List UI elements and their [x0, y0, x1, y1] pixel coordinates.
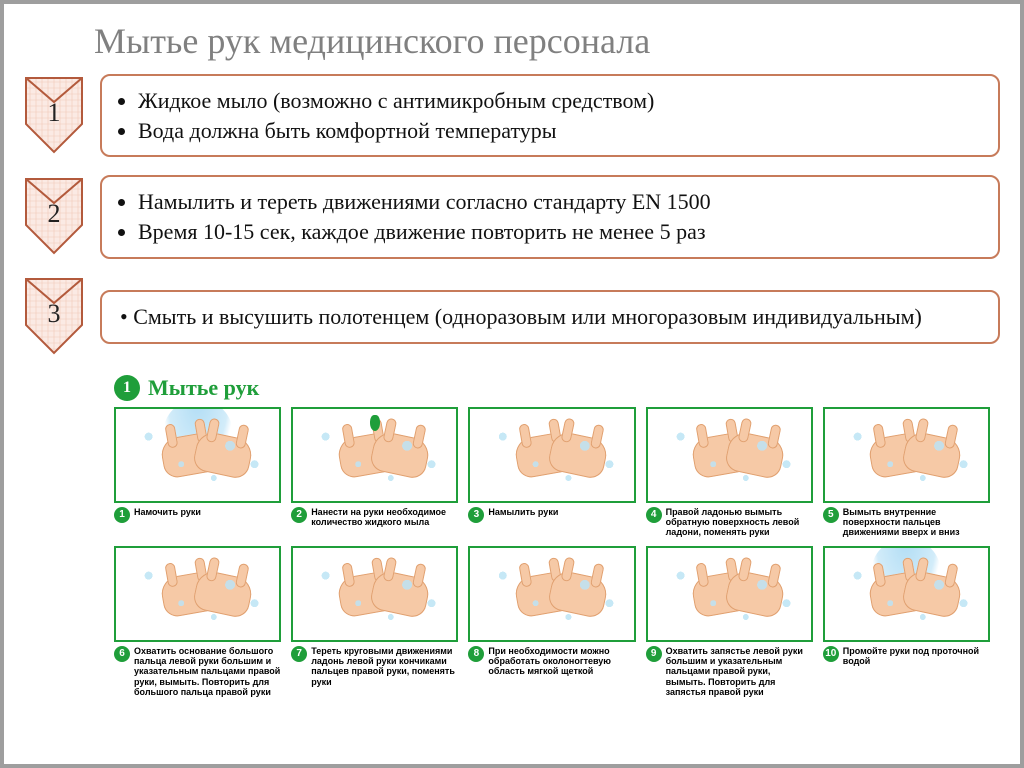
handwash-cell: 3 Намылить руки	[468, 407, 635, 538]
handwash-caption: Правой ладонью вымыть обратную поверхнос…	[666, 507, 813, 538]
handwash-illustration	[114, 407, 281, 503]
handwash-caption-row: 8При необходимости можно обработать окол…	[468, 646, 635, 677]
step-bullet: Жидкое мыло (возможно с антимикробным ср…	[138, 86, 980, 116]
handwash-cell: 9Охватить запястье левой руки большим и …	[646, 546, 813, 698]
handwash-illustration	[114, 546, 281, 642]
handwash-caption-row: 9Охватить запястье левой руки большим и …	[646, 646, 813, 698]
handwash-illustration	[468, 546, 635, 642]
section-label: Мытье рук	[148, 375, 259, 401]
handwash-cell: 8При необходимости можно обработать окол…	[468, 546, 635, 698]
handwash-grid: 1 Намочить руки 2Нанести на руки необходим…	[114, 407, 990, 698]
handwash-step-number: 2	[291, 507, 307, 523]
step-bullet: Намылить и тереть движениями согласно ст…	[138, 187, 980, 217]
handwash-caption-row: 4Правой ладонью вымыть обратную поверхно…	[646, 507, 813, 538]
step-row: 1 Жидкое мыло (возможно с антимикробным с…	[24, 74, 1000, 157]
handwash-cell: 7Тереть круговыми движениями ладонь лево…	[291, 546, 458, 698]
handwash-caption-row: 6Охватить основание большого пальца лево…	[114, 646, 281, 698]
handwash-cell: 4Правой ладонью вымыть обратную поверхно…	[646, 407, 813, 538]
handwash-step-number: 1	[114, 507, 130, 523]
handwash-step-number: 7	[291, 646, 307, 662]
step-bullet: Время 10-15 сек, каждое движение повтори…	[138, 217, 980, 247]
handwash-caption: Намочить руки	[134, 507, 201, 517]
handwash-caption-row: 7Тереть круговыми движениями ладонь лево…	[291, 646, 458, 687]
step-box: • Смыть и высушить полотенцем (одноразов…	[100, 290, 1000, 344]
section-number-badge: 1	[114, 375, 140, 401]
step-number: 1	[48, 98, 61, 128]
page-title: Мытье рук медицинского персонала	[94, 20, 1000, 62]
step-number: 3	[48, 299, 61, 329]
step-chevron: 1	[24, 76, 84, 156]
handwash-illustration	[291, 546, 458, 642]
step-box: Намылить и тереть движениями согласно ст…	[100, 175, 1000, 258]
handwash-step-number: 9	[646, 646, 662, 662]
handwash-step-number: 6	[114, 646, 130, 662]
handwash-step-number: 4	[646, 507, 662, 523]
handwash-caption: Намылить руки	[488, 507, 558, 517]
handwash-caption: Охватить запястье левой руки большим и у…	[666, 646, 813, 698]
handwash-step-number: 10	[823, 646, 839, 662]
handwash-illustration	[468, 407, 635, 503]
handwash-caption-row: 3 Намылить руки	[468, 507, 635, 523]
handwash-illustration	[646, 407, 813, 503]
handwash-illustration	[291, 407, 458, 503]
handwash-caption-row: 5Вымыть внутренние поверхности пальцев д…	[823, 507, 990, 538]
step-number: 2	[48, 199, 61, 229]
handwash-caption: Охватить основание большого пальца левой…	[134, 646, 281, 698]
step-row: 2 Намылить и тереть движениями согласно с…	[24, 175, 1000, 258]
handwash-caption: Тереть круговыми движениями ладонь левой…	[311, 646, 458, 687]
handwash-illustration	[823, 407, 990, 503]
handwash-step-number: 3	[468, 507, 484, 523]
step-chevron: 3	[24, 277, 84, 357]
steps-list: 1 Жидкое мыло (возможно с антимикробным с…	[24, 74, 1000, 357]
handwash-caption-row: 2Нанести на руки необходимое количество …	[291, 507, 458, 528]
section-header: 1 Мытье рук	[114, 375, 1000, 401]
handwash-illustration	[823, 546, 990, 642]
handwash-caption-row: 10Промойте руки под проточной водой	[823, 646, 990, 667]
step-row: 3 • Смыть и высушить полотенцем (одноразо…	[24, 277, 1000, 357]
handwash-illustration	[646, 546, 813, 642]
step-chevron: 2	[24, 177, 84, 257]
step-bullet: Вода должна быть комфортной температуры	[138, 116, 980, 146]
step-box: Жидкое мыло (возможно с антимикробным ср…	[100, 74, 1000, 157]
handwash-cell: 2Нанести на руки необходимое количество …	[291, 407, 458, 538]
handwash-caption: При необходимости можно обработать около…	[488, 646, 635, 677]
handwash-step-number: 5	[823, 507, 839, 523]
handwash-cell: 5Вымыть внутренние поверхности пальцев д…	[823, 407, 990, 538]
handwash-caption-row: 1 Намочить руки	[114, 507, 281, 523]
handwash-cell: 10Промойте руки под проточной водой	[823, 546, 990, 698]
handwash-caption: Вымыть внутренние поверхности пальцев дв…	[843, 507, 990, 538]
handwash-cell: 6Охватить основание большого пальца лево…	[114, 546, 281, 698]
handwash-cell: 1 Намочить руки	[114, 407, 281, 538]
handwash-caption: Промойте руки под проточной водой	[843, 646, 990, 667]
handwash-step-number: 8	[468, 646, 484, 662]
handwash-caption: Нанести на руки необходимое количество ж…	[311, 507, 458, 528]
